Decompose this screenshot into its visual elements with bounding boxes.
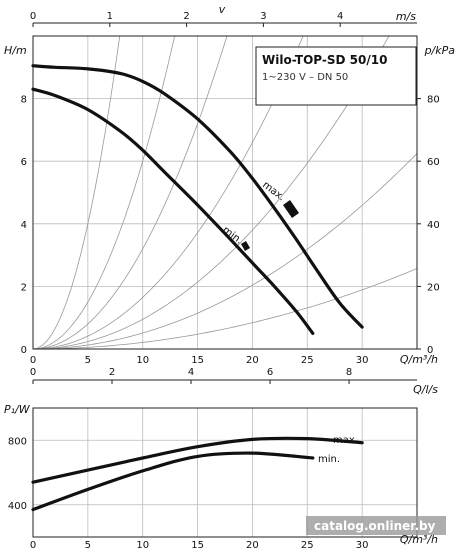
power-plot-frame — [32, 407, 418, 538]
watermark: catalog.onliner.by — [314, 519, 436, 533]
flow-tick-label: 8 — [346, 367, 352, 378]
top-tick-label: 1 — [107, 11, 113, 22]
x-tick-label: 0 — [30, 355, 36, 366]
x-tick-label: 30 — [356, 355, 369, 366]
performance-series — [31, 64, 364, 512]
power-x-tick-label: 0 — [30, 540, 36, 550]
main-plot-frame — [32, 35, 418, 350]
plot-frames — [32, 22, 421, 538]
power-top-axis-label: Q/l/s — [413, 383, 438, 396]
system-curve — [33, 36, 228, 349]
x-tick-label: 10 — [136, 355, 149, 366]
power-x-tick-label: 30 — [356, 540, 369, 550]
y2-tick-label: 60 — [427, 157, 440, 168]
power-x-tick-label: 25 — [301, 540, 314, 550]
legend-box — [255, 46, 417, 106]
flow-tick-label: 6 — [267, 367, 273, 378]
x-tick-label: 20 — [246, 355, 259, 366]
top-tick-label: 3 — [260, 11, 266, 22]
top-axis-label: v — [219, 3, 226, 16]
top-tick-label: 4 — [337, 11, 343, 22]
legend-subtitle: 1~230 V – DN 50 — [262, 72, 348, 83]
system-curve — [33, 153, 417, 349]
system-curve — [33, 36, 176, 349]
power-x-axis-label: Q/m³/h — [400, 533, 438, 546]
top-tick-label: 2 — [183, 11, 189, 22]
min-speed-marker-icon — [241, 241, 250, 251]
power-curve-max — [31, 436, 364, 484]
power-x-tick-label: 20 — [246, 540, 259, 550]
power-curve-min — [31, 451, 315, 512]
flow-tick-label: 0 — [30, 367, 36, 378]
head-curve-max — [31, 64, 364, 329]
x-tick-label: 25 — [301, 355, 314, 366]
max-speed-marker-icon — [283, 200, 299, 218]
flow-tick-label: 4 — [188, 367, 194, 378]
power-x-tick-label: 5 — [85, 540, 91, 550]
top-axis-unit: m/s — [396, 10, 416, 23]
y2-tick-label: 20 — [427, 282, 440, 293]
y-tick-label: 8 — [21, 95, 27, 106]
y-tick-label: 6 — [21, 157, 27, 168]
grid-power — [32, 408, 417, 537]
system-curve — [33, 36, 304, 349]
power-max-label: max. — [333, 435, 358, 446]
power-y-axis-label: P₁/W — [4, 403, 31, 416]
system-curve — [33, 36, 390, 349]
y-tick-label: 4 — [21, 220, 27, 231]
power-x-tick-label: 10 — [136, 540, 149, 550]
y2-axis-label: p/kPa — [424, 44, 456, 57]
power-x-tick-label: 15 — [191, 540, 204, 550]
y2-tick-label: 0 — [427, 345, 433, 356]
y-axis-label: H/m — [4, 44, 27, 57]
flow-tick-label: 2 — [109, 367, 115, 378]
watermark-bg — [306, 516, 446, 535]
head-curve-min — [31, 87, 315, 335]
x-tick-label: 15 — [191, 355, 204, 366]
system-curve — [33, 268, 417, 349]
y2-tick-label: 40 — [427, 220, 440, 231]
system-curves — [33, 36, 417, 349]
x-axis-label: Q/m³/h — [400, 353, 438, 366]
legend-title: Wilo-TOP-SD 50/10 — [262, 53, 387, 67]
x-tick-label: 5 — [85, 355, 91, 366]
y-tick-label: 0 — [21, 345, 27, 356]
power-y-tick-label: 400 — [8, 501, 27, 512]
top-tick-label: 0 — [30, 11, 36, 22]
power-min-label: min. — [318, 454, 340, 465]
y2-tick-label: 80 — [427, 95, 440, 106]
system-curve — [33, 36, 121, 349]
y-tick-label: 2 — [21, 282, 27, 293]
power-y-tick-label: 800 — [8, 436, 27, 447]
